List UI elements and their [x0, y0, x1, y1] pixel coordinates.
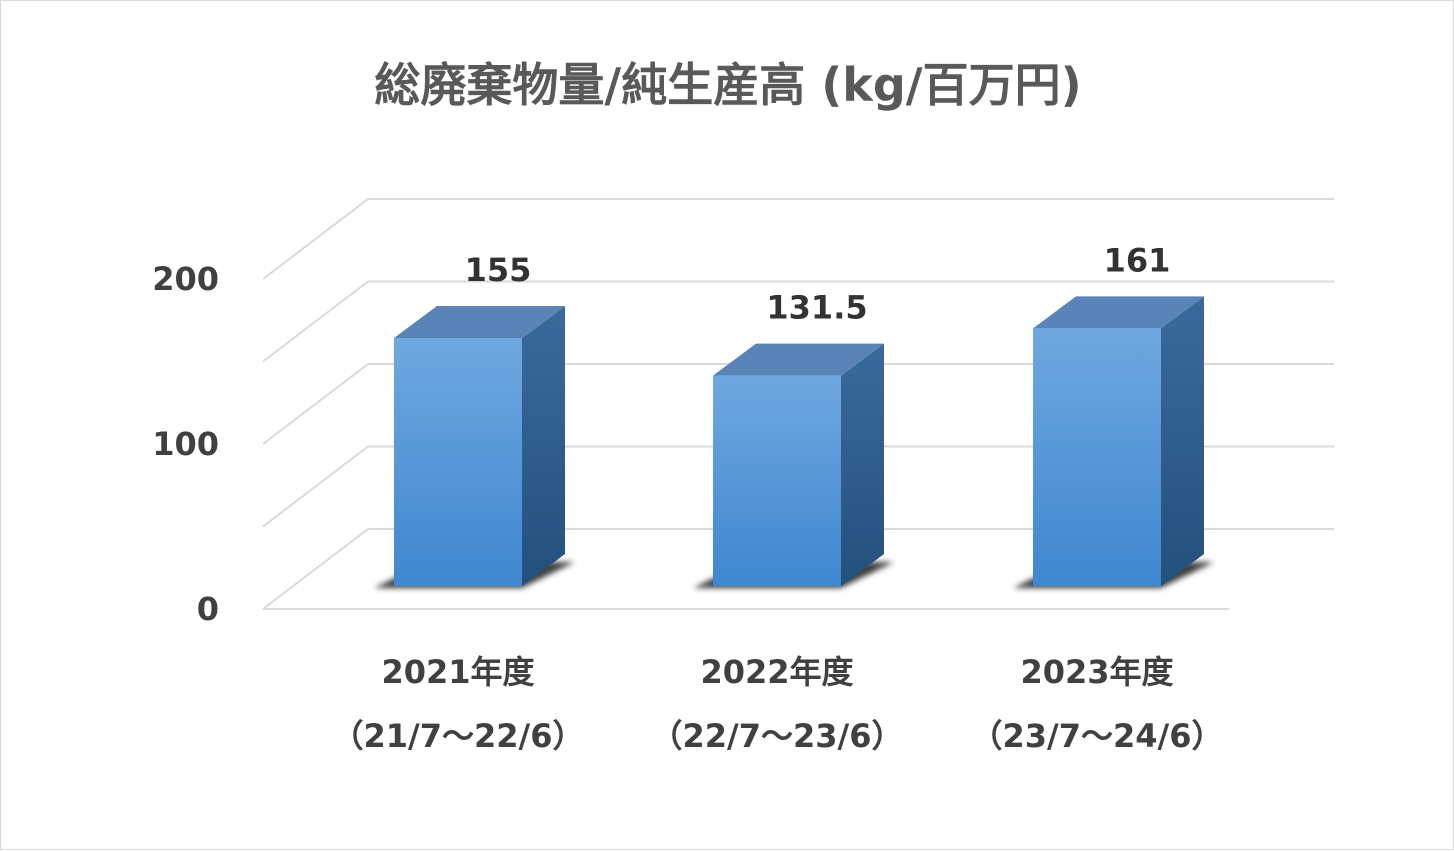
x-category-period: （23/7～24/6）: [971, 717, 1224, 755]
bar-side: [522, 306, 565, 586]
bar-front: [394, 338, 522, 586]
data-label: 155: [465, 251, 532, 289]
data-label: 131.5: [766, 289, 867, 327]
x-category-period: （22/7～23/6）: [651, 717, 904, 755]
bar: [1013, 296, 1214, 588]
x-category-label: 2022年度: [700, 653, 853, 691]
bar-front: [1033, 328, 1161, 586]
x-category-period: （21/7～22/6）: [332, 717, 585, 755]
bar-top: [394, 306, 565, 338]
gridline-depth: [262, 528, 369, 610]
gridline-depth: [262, 363, 369, 445]
bar-top: [713, 343, 884, 376]
bar-side: [1161, 296, 1204, 586]
chart-title: 総廃棄物量/純生産高 (kg/百万円): [374, 58, 1081, 112]
bar: [693, 343, 894, 588]
y-tick-label: 100: [152, 425, 219, 463]
bar: [374, 306, 575, 588]
x-category-label: 2021年度: [381, 653, 534, 691]
gridline-depth: [262, 445, 369, 528]
bar-front: [713, 375, 841, 586]
x-category-label: 2023年度: [1020, 653, 1173, 691]
gridline-depth: [262, 280, 369, 363]
bar-top: [1033, 296, 1204, 329]
bar-side: [841, 343, 884, 586]
y-tick-label: 200: [152, 260, 219, 298]
gridline-depth: [262, 198, 369, 280]
y-tick-label: 0: [197, 590, 219, 628]
data-label: 161: [1104, 241, 1171, 279]
